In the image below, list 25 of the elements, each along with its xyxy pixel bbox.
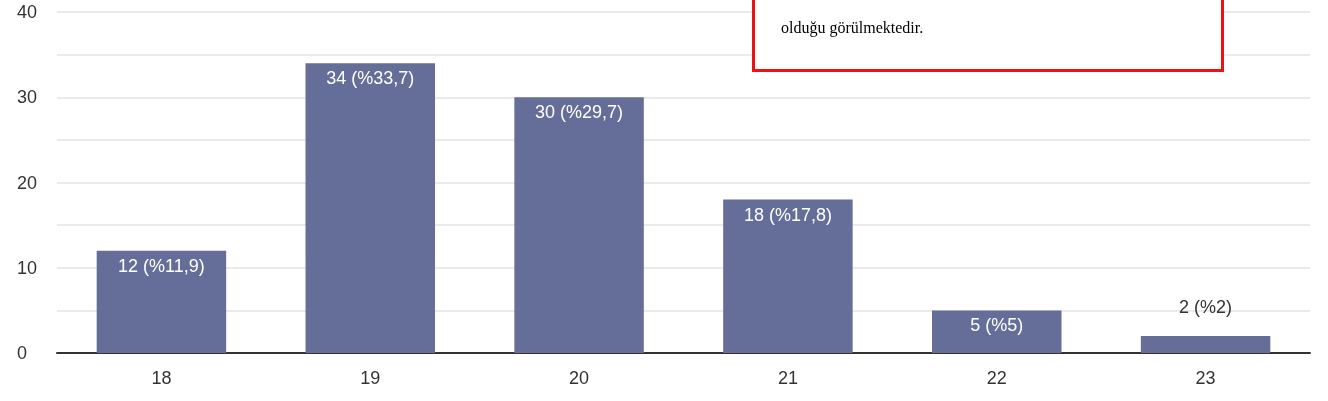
x-tick-label: 23 — [1195, 368, 1216, 388]
y-tick-label: 10 — [17, 257, 38, 278]
y-tick-label: 20 — [17, 172, 38, 193]
data-label: 34 (%33,7) — [326, 68, 415, 89]
bar — [723, 199, 853, 353]
bar — [1140, 335, 1271, 353]
data-label: 18 (%17,8) — [743, 204, 832, 225]
data-label: 12 (%11,9) — [118, 255, 205, 276]
data-label: 2 (%2) — [1179, 296, 1233, 317]
x-tick-label: 19 — [360, 368, 381, 388]
y-tick-label: 30 — [17, 87, 38, 108]
bar — [932, 310, 1062, 353]
x-tick-label: 22 — [986, 368, 1007, 388]
data-label: 5 (%5) — [970, 315, 1024, 336]
y-tick-label: 0 — [17, 343, 28, 363]
note-box: olduğu görülmektedir. — [752, 0, 1224, 72]
data-label: 30 (%29,7) — [535, 102, 624, 123]
bar — [96, 250, 227, 353]
x-tick-label: 18 — [151, 368, 172, 388]
x-tick-label: 21 — [777, 368, 798, 388]
bar — [305, 63, 435, 353]
x-tick-label: 20 — [569, 368, 590, 388]
annotation: olduğu görülmektedir. — [781, 19, 924, 37]
y-tick-label: 40 — [17, 2, 38, 22]
bar — [514, 97, 644, 353]
